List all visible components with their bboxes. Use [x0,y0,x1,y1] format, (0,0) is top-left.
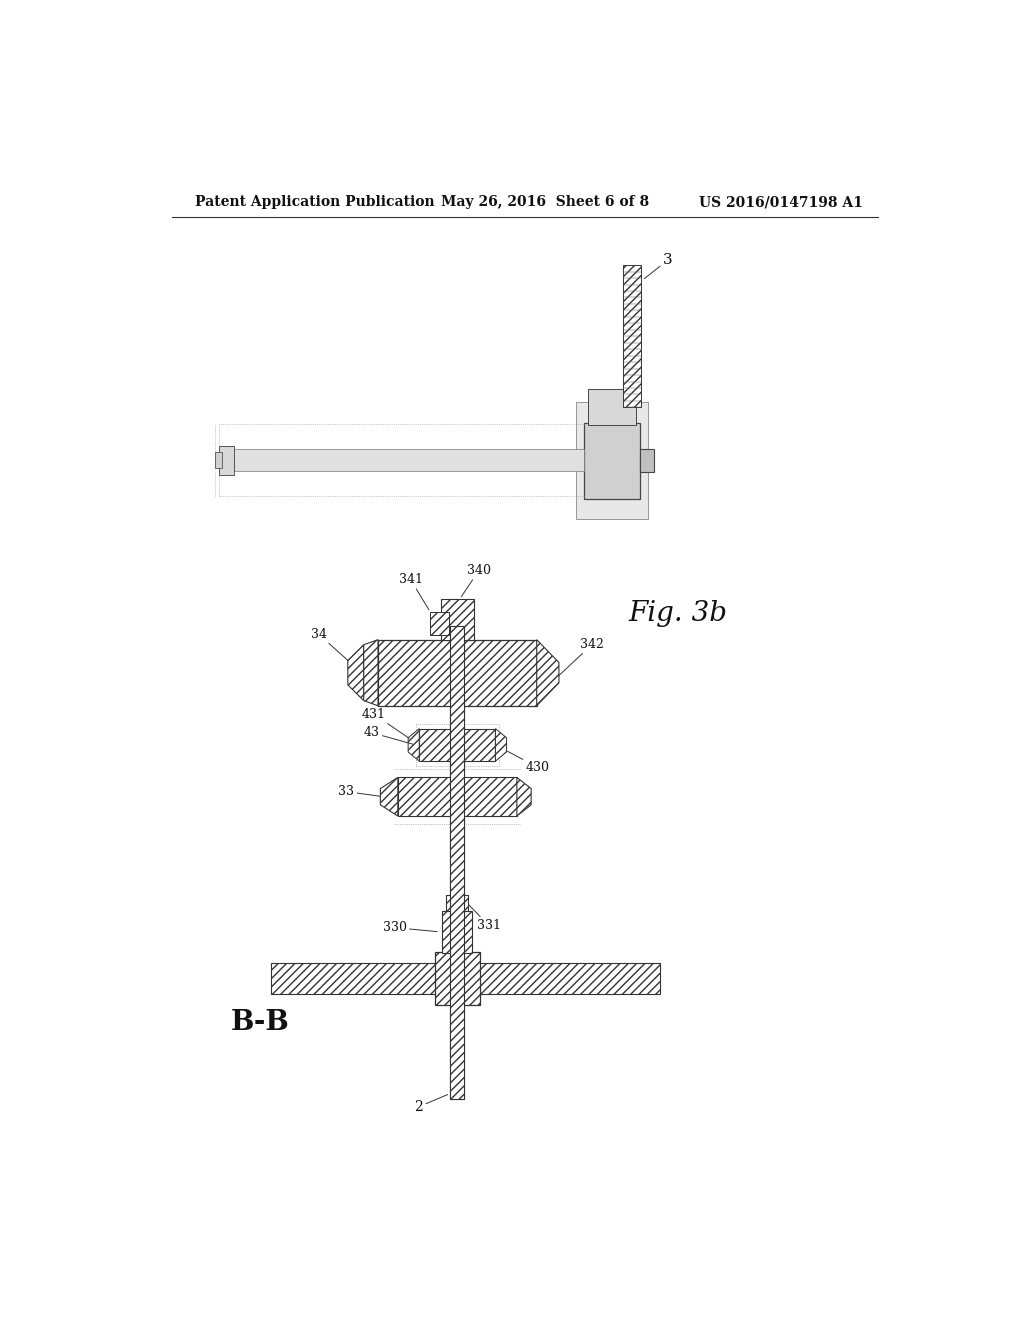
Bar [458,964,659,994]
Bar [215,453,221,469]
Bar [624,265,641,408]
Polygon shape [380,777,397,816]
Polygon shape [517,777,531,816]
Bar [419,729,496,762]
Bar [588,389,636,425]
Text: US 2016/0147198 A1: US 2016/0147198 A1 [699,195,863,209]
Text: 431: 431 [362,708,409,738]
Text: 340: 340 [461,564,490,597]
Polygon shape [496,729,507,762]
Bar [440,599,474,640]
Text: 2: 2 [415,1094,447,1114]
Text: 33: 33 [338,785,381,799]
Text: May 26, 2016  Sheet 6 of 8: May 26, 2016 Sheet 6 of 8 [441,195,649,209]
Text: Fig. 3b: Fig. 3b [628,599,727,627]
Text: 341: 341 [398,573,429,610]
Text: 342: 342 [558,638,604,676]
Bar [446,895,468,911]
Text: 34: 34 [310,627,348,661]
Bar [577,403,648,519]
Polygon shape [364,640,378,706]
Bar [640,449,654,473]
Bar [451,626,465,1098]
Text: B-B: B-B [231,1010,290,1036]
Bar [435,952,479,1005]
Text: Patent Application Publication: Patent Application Publication [196,195,435,209]
Bar [451,626,465,1098]
Bar [219,446,233,474]
Bar [430,612,450,635]
Text: 43: 43 [364,726,413,744]
Bar [378,640,537,706]
Polygon shape [348,644,364,701]
Text: 430: 430 [508,751,550,774]
Polygon shape [409,729,419,762]
Text: 331: 331 [469,906,501,932]
Bar [227,449,585,471]
Bar [397,777,517,816]
Text: 330: 330 [383,921,437,935]
Bar [270,964,458,994]
Bar [442,911,472,953]
Bar [585,422,640,499]
Polygon shape [537,640,559,706]
Text: 3: 3 [644,253,673,279]
